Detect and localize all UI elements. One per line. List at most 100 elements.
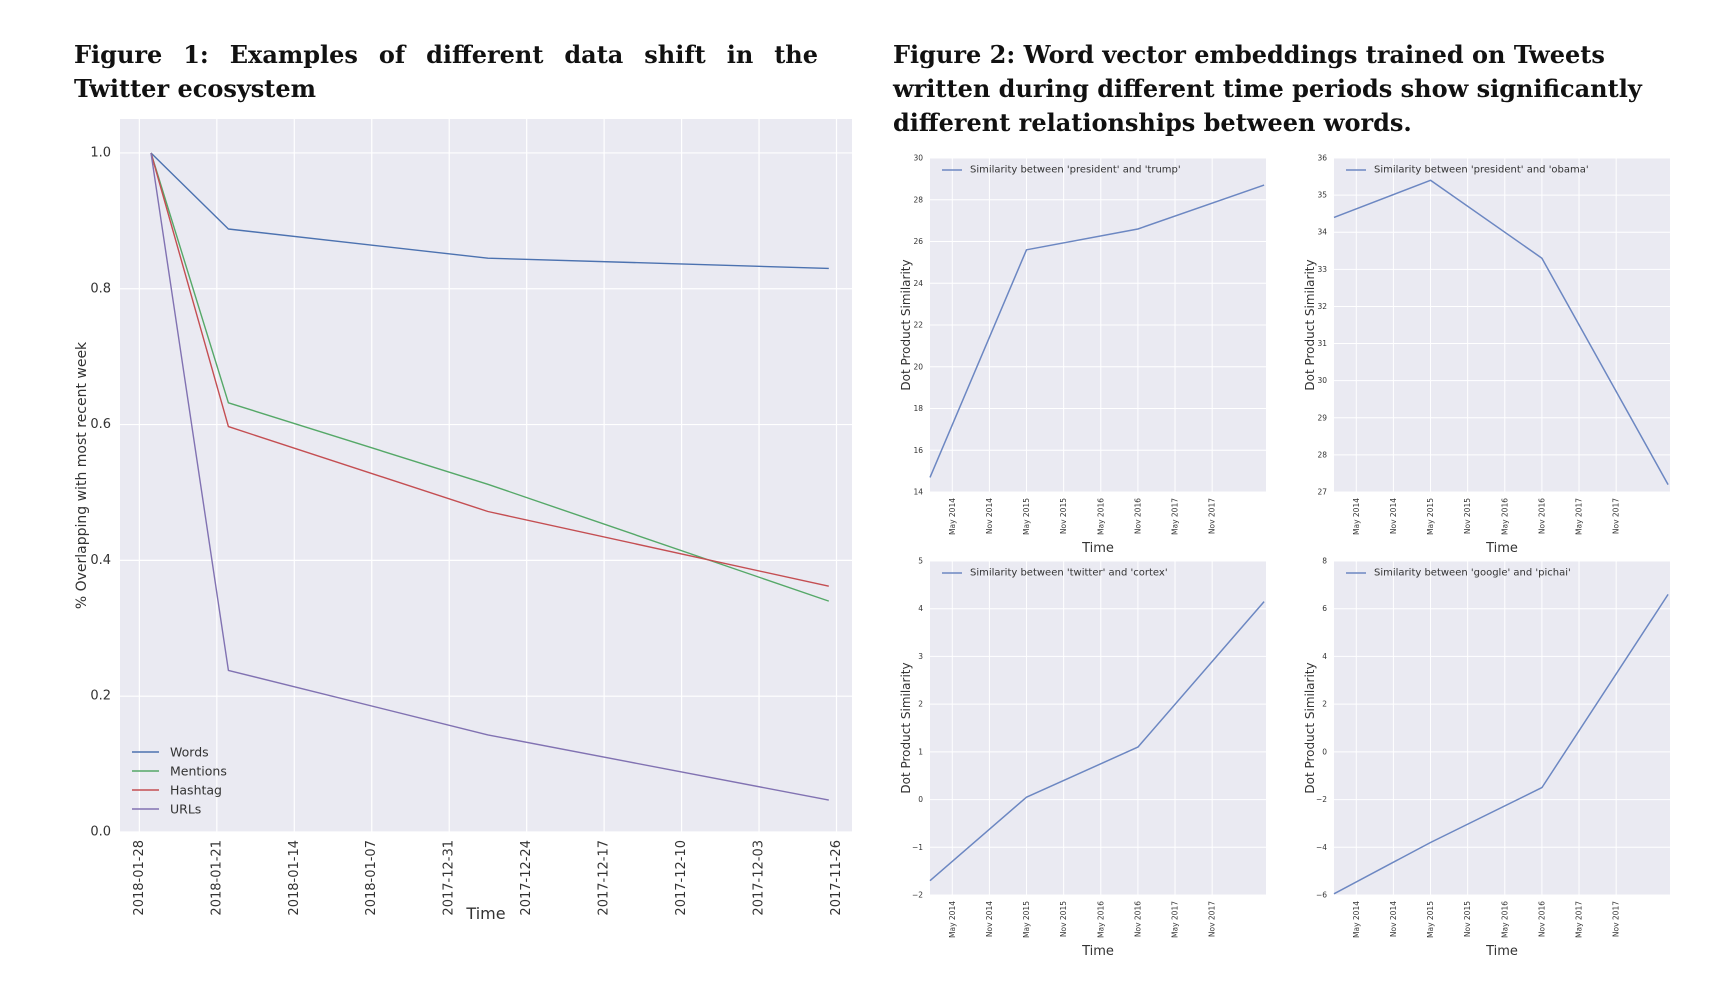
series-line-mentions [150,152,830,602]
y-gridlines [930,560,1266,896]
x-tick-labels: May 2014 Nov 2014 May 2015 Nov 2015 May 2016… [948,498,1217,535]
y-tick-labels: 27 28 29 30 31 32 33 34 35 36 [1317,154,1327,497]
x-axis-label: Time [465,904,505,923]
y-tick-label: 14 [913,488,923,497]
x-tick-label: 2017-12-31 [442,840,457,916]
series-lines [150,152,830,801]
y-gridlines [120,152,852,833]
y-tick-label: 0 [1322,747,1327,756]
chart-1: 2018-01-28 2018-01-21 2018-01-14 2018-01-07… [74,119,852,923]
y-tick-label: 33 [1317,265,1327,274]
y-tick-label: 2 [1322,700,1327,709]
series-line-similarity-between-twitter-and-cortex [929,601,1265,882]
x-tick-label: Nov 2015 [1463,498,1472,534]
y-tick-label: −2 [1316,795,1327,804]
x-tick-label: May 2015 [1426,498,1435,535]
legend: Similarity between 'president' and 'trum… [942,165,1181,176]
y-tick-label: 0.6 [90,417,111,432]
y-axis-label: Dot Product Similarity [1303,259,1317,390]
series-lines [1333,179,1669,485]
plot-area [930,561,1266,895]
series-line-urls [150,152,829,801]
y-tick-label: 34 [1317,228,1327,237]
x-tick-label: May 2016 [1096,901,1105,938]
plot-area [1334,561,1670,895]
x-tick-label: May 2016 [1500,498,1509,535]
y-tick-label: 0.0 [90,825,111,840]
x-axis-label: Time [1081,944,1114,959]
y-tick-label: 30 [913,154,923,163]
x-tick-label: May 2017 [1171,498,1180,535]
x-tick-label: Nov 2017 [1612,901,1621,937]
x-tick-labels: May 2014 Nov 2014 May 2015 Nov 2015 May 2016… [1352,498,1621,535]
x-tick-label: 2017-12-17 [597,840,612,916]
chart-3: May 2014 Nov 2014 May 2015 Nov 2015 May 2016… [1303,154,1670,556]
y-tick-label: 0.4 [90,553,111,568]
legend-entry: Mentions [170,764,227,779]
x-tick-label: 2018-01-14 [287,840,302,916]
y-tick-label: −1 [912,843,923,852]
x-tick-label: Nov 2016 [1537,901,1546,937]
plot-area [120,119,852,832]
chart-5: May 2014 Nov 2014 May 2015 Nov 2015 May 2016… [1303,557,1670,959]
x-tick-label: Nov 2016 [1537,498,1546,534]
legend-entry: Similarity between 'president' and 'trum… [970,165,1181,176]
y-tick-label: 18 [913,404,923,413]
x-tick-label: Nov 2017 [1208,498,1217,534]
series-lines [929,184,1265,478]
series-lines [929,601,1265,882]
legend: Words Mentions Hashtag URLs [132,745,227,817]
x-tick-label: May 2014 [1352,498,1361,535]
y-tick-label: 1 [918,747,923,756]
x-axis-label: Time [1081,541,1114,556]
series-lines [1333,593,1669,895]
y-tick-label: 26 [913,237,923,246]
y-gridlines [930,157,1266,493]
legend: Similarity between 'president' and 'obam… [1346,165,1589,176]
y-tick-label: −6 [1316,891,1327,900]
x-tick-label: May 2014 [1352,901,1361,938]
y-tick-label: 22 [913,321,923,330]
x-tick-label: May 2014 [948,498,957,535]
x-axis-label: Time [1485,944,1518,959]
series-line-words [150,152,829,270]
x-tick-label: Nov 2015 [1463,901,1472,937]
y-tick-label: 29 [1317,413,1327,422]
x-gridlines [951,561,1213,895]
x-tick-label: May 2014 [948,901,957,938]
legend-entry: Similarity between 'google' and 'pichai' [1374,568,1571,579]
y-tick-label: 6 [1322,604,1327,613]
y-tick-label: 4 [1322,652,1327,661]
x-tick-label: 2017-11-26 [829,840,844,916]
x-tick-label: 2017-12-10 [674,840,689,916]
x-tick-label: May 2017 [1575,498,1584,535]
y-tick-label: 8 [1322,557,1327,566]
x-tick-label: Nov 2014 [1389,498,1398,534]
legend-entry: Words [170,745,209,760]
x-tick-label: Nov 2016 [1133,901,1142,937]
y-tick-labels: −6 −4 −2 0 2 4 6 8 [1316,557,1327,900]
y-tick-label: 20 [913,362,923,371]
x-tick-label: 2018-01-07 [364,840,379,916]
figure2-caption: Figure 2: Word vector embeddings trained… [893,40,1642,137]
y-axis-label: Dot Product Similarity [1303,662,1317,793]
series-line-hashtag [150,152,829,587]
y-tick-labels: 14 16 18 20 22 24 26 28 30 [913,154,923,497]
x-tick-labels: 2018-01-28 2018-01-21 2018-01-14 2018-01-07… [132,840,844,916]
x-gridlines [138,119,838,832]
y-tick-labels: −2 −1 0 1 2 3 4 5 [912,557,923,900]
x-tick-label: May 2015 [1426,901,1435,938]
x-tick-label: Nov 2015 [1059,498,1068,534]
x-tick-label: May 2015 [1022,498,1031,535]
y-axis-label: Dot Product Similarity [899,259,913,390]
y-tick-label: 5 [918,557,923,566]
legend: Similarity between 'google' and 'pichai' [1346,568,1571,579]
series-line-similarity-between-president-and-obama [1333,179,1669,485]
y-tick-label: 24 [913,279,923,288]
y-tick-label: −4 [1316,843,1327,852]
y-tick-label: 30 [1317,376,1327,385]
x-tick-label: Nov 2014 [985,498,994,534]
x-tick-label: 2018-01-21 [209,840,224,916]
y-tick-label: 1.0 [90,145,111,160]
